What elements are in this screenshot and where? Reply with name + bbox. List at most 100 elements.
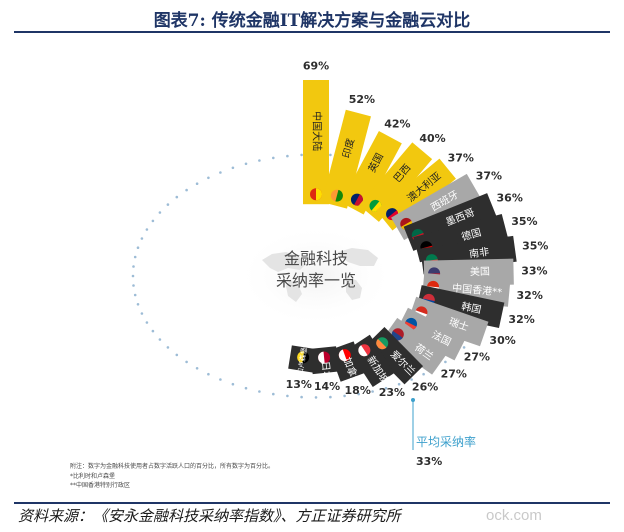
ring-dot bbox=[300, 395, 303, 399]
ring-dot bbox=[384, 386, 388, 390]
flag-icon bbox=[358, 344, 371, 357]
flag-icon bbox=[330, 189, 343, 202]
average-value-label: 33% bbox=[416, 455, 442, 468]
bar-value-label: 23% bbox=[379, 386, 405, 399]
ring-dot bbox=[231, 166, 235, 170]
ring-dot bbox=[244, 162, 248, 166]
bar-value-label: 26% bbox=[412, 380, 438, 393]
ring-dot bbox=[158, 211, 162, 214]
source-rule bbox=[14, 502, 610, 504]
bar-value-label: 52% bbox=[349, 93, 375, 106]
ring-dot bbox=[300, 153, 303, 157]
ring-dot bbox=[145, 228, 149, 231]
ring-dot bbox=[258, 390, 261, 393]
watermark: ock.com bbox=[486, 507, 542, 524]
flag-icon bbox=[318, 351, 331, 364]
ring-dot bbox=[207, 176, 210, 180]
ring-dot bbox=[175, 353, 179, 357]
bar-value-label: 30% bbox=[489, 334, 515, 347]
bar-value-label: 35% bbox=[511, 215, 537, 228]
ring-dot bbox=[133, 293, 137, 297]
ring-dot bbox=[136, 303, 140, 306]
average-group: 平均采纳率 33% bbox=[411, 398, 476, 468]
ring-dot bbox=[175, 195, 179, 199]
ring-dot bbox=[371, 390, 374, 393]
flag-icon bbox=[376, 337, 389, 350]
ring-dot bbox=[185, 360, 188, 364]
bar-country-label: 南非 bbox=[468, 245, 490, 261]
ring-dot bbox=[195, 367, 199, 370]
title-rule bbox=[14, 31, 610, 33]
bar-value-label: 35% bbox=[522, 239, 548, 252]
bars-group: 中国大陆69%印度52%英国42%巴西40%澳大利亚37%西班牙37%墨西哥36… bbox=[286, 60, 549, 399]
average-marker bbox=[411, 398, 415, 402]
bar-country-label: 美国 bbox=[470, 265, 490, 278]
ring-dot bbox=[151, 329, 155, 333]
bar-value-label: 13% bbox=[286, 378, 312, 391]
ring-dot bbox=[286, 394, 289, 398]
ring-dot bbox=[357, 392, 361, 396]
bar-value-label: 27% bbox=[441, 368, 467, 381]
footnote-group: 附注：数字为金融科技使用者占数字活跃人口的百分比，所有数字为百分比。 *比利时和… bbox=[70, 462, 274, 489]
bar-13: 瑞士 bbox=[407, 296, 489, 347]
ring-dot bbox=[462, 346, 466, 349]
bar-15: 荷兰 bbox=[382, 317, 448, 375]
ring-dot bbox=[258, 159, 261, 162]
ring-dot bbox=[329, 395, 332, 399]
bar-value-label: 14% bbox=[314, 380, 340, 393]
ring-dot bbox=[410, 378, 413, 381]
ring-dot bbox=[219, 378, 222, 381]
ring-dot bbox=[195, 182, 199, 185]
flag-icon bbox=[310, 188, 322, 201]
bar-value-label: 42% bbox=[384, 118, 410, 131]
bar-3: 英国 bbox=[340, 131, 402, 215]
ring-dot bbox=[185, 188, 188, 192]
ring-dot bbox=[136, 246, 140, 249]
ring-dot bbox=[272, 156, 275, 160]
bar-rect bbox=[321, 109, 371, 209]
bar-value-label: 32% bbox=[508, 313, 534, 326]
ring-dot bbox=[219, 171, 222, 174]
ring-dot bbox=[132, 265, 135, 268]
footnote-line2: *比利时和卢森堡 bbox=[70, 472, 115, 480]
flag-icon bbox=[350, 193, 363, 206]
center-title-line2: 采纳率一览 bbox=[276, 271, 356, 290]
bar-value-label: 40% bbox=[419, 132, 445, 145]
bar-rect bbox=[303, 80, 329, 205]
ring-dot bbox=[207, 372, 210, 376]
ring-dot bbox=[133, 255, 137, 259]
world-map-icon bbox=[262, 248, 378, 302]
ring-dot bbox=[131, 274, 135, 278]
ring-dot bbox=[444, 360, 447, 364]
bar-value-label: 36% bbox=[497, 192, 523, 205]
flag-icon bbox=[297, 351, 310, 364]
bar-country-label: 韩国 bbox=[460, 299, 482, 316]
bar-rect bbox=[416, 285, 505, 329]
ring-dot bbox=[166, 346, 170, 349]
ring-dot bbox=[244, 386, 248, 390]
bar-country-label: 中国大陆 bbox=[311, 111, 324, 151]
ring-dot bbox=[286, 154, 289, 158]
ring-dot bbox=[272, 392, 275, 396]
title-area: 图表7: 传统金融IT解决方案与金融云对比 bbox=[0, 0, 624, 34]
average-label: 平均采纳率 bbox=[416, 434, 476, 449]
bar-value-label: 37% bbox=[448, 152, 474, 165]
chart-area: 金融科技 采纳率一览 中国大陆 69% 印度 52% 英国 42% 巴西 40% 澳大利亚 37%… bbox=[0, 34, 624, 502]
bar-17: 新加坡 bbox=[348, 334, 395, 388]
bar-value-label: 69% bbox=[303, 60, 329, 73]
bar-rect bbox=[407, 296, 489, 347]
bar-value-label: 18% bbox=[345, 384, 371, 397]
ring-dot bbox=[329, 153, 332, 157]
ring-dot bbox=[151, 219, 155, 223]
bar-value-label: 27% bbox=[464, 351, 490, 364]
bar-rect bbox=[329, 341, 366, 382]
radial-bar-chart: 金融科技 采纳率一览 中国大陆69%印度52%英国42%巴西40%澳大利亚37%… bbox=[70, 60, 549, 489]
page-title: 图表7: 传统金融IT解决方案与金融云对比 bbox=[153, 11, 471, 31]
bar-19: 日本 bbox=[310, 346, 339, 382]
ring-dot bbox=[343, 394, 346, 398]
bar-value-label: 32% bbox=[517, 289, 543, 302]
ring-dot bbox=[140, 312, 144, 315]
flag-icon bbox=[338, 349, 351, 362]
bar-value-label: 37% bbox=[476, 170, 502, 183]
ring-dot bbox=[158, 338, 162, 341]
